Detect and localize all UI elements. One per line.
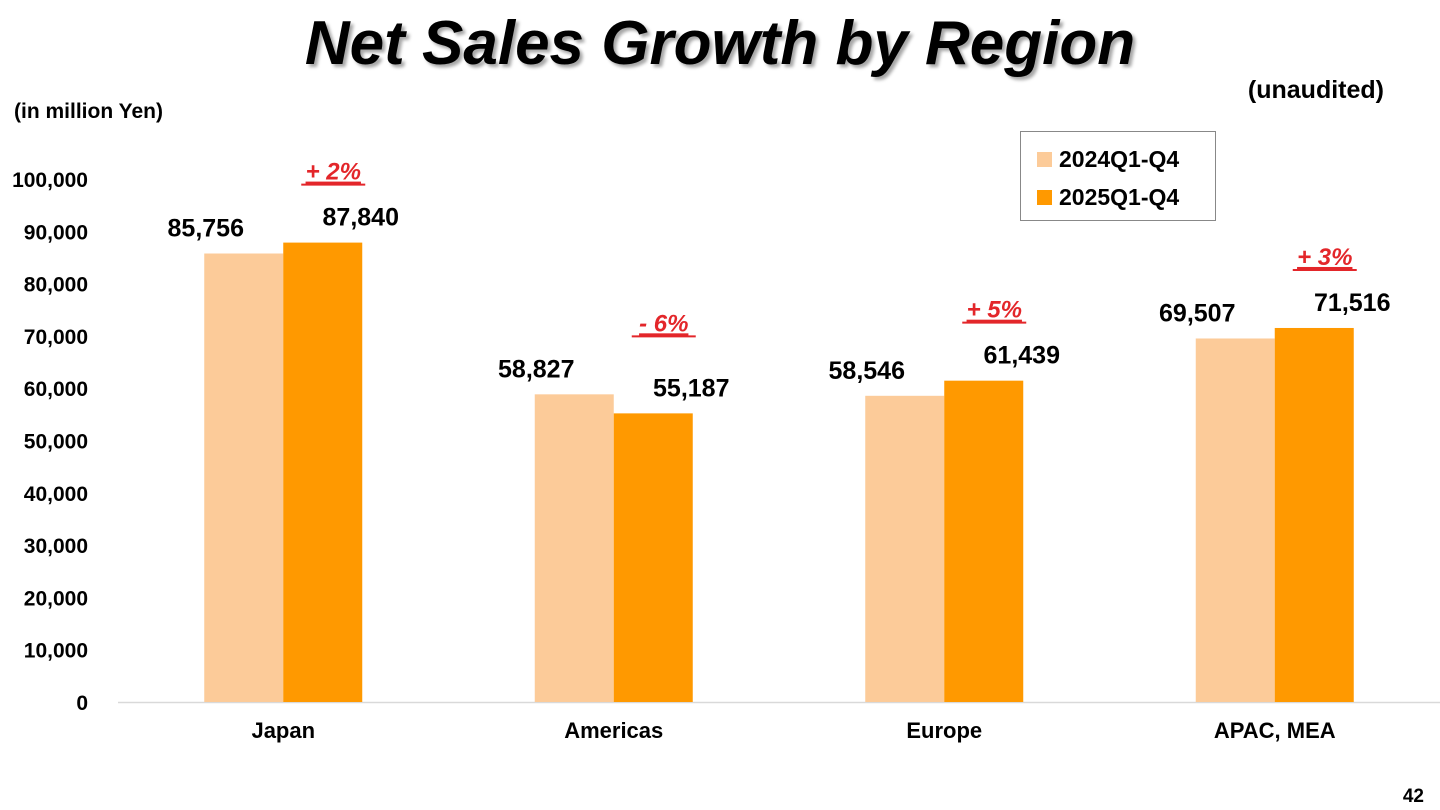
data-label: 71,516 — [1314, 289, 1390, 317]
x-tick-label: APAC, MEA — [1214, 718, 1336, 743]
x-tick-label: Europe — [906, 718, 982, 743]
growth-label: + 5% — [967, 297, 1022, 324]
legend-swatch-2025 — [1037, 189, 1052, 205]
legend-item-2024: 2024Q1-Q4 — [1037, 144, 1179, 174]
x-tick-label: Americas — [564, 718, 663, 743]
units-label: (in million Yen) — [14, 100, 163, 123]
legend-label-2025: 2025Q1-Q4 — [1059, 183, 1180, 210]
bar-2024 — [865, 395, 945, 702]
data-label: 69,507 — [1159, 299, 1235, 327]
legend-item-2025: 2025Q1-Q4 — [1037, 182, 1179, 212]
data-label: 61,439 — [984, 342, 1060, 370]
data-label: 58,546 — [829, 357, 905, 385]
unaudited-note: (unaudited) — [1247, 76, 1384, 104]
bar-2024 — [204, 253, 284, 702]
x-tick-label: Japan — [251, 718, 315, 743]
y-tick-label: 90,000 — [24, 221, 88, 244]
page-number: 42 — [1402, 786, 1424, 807]
legend-label-2024: 2024Q1-Q4 — [1059, 145, 1180, 172]
bar-2024 — [1195, 338, 1275, 702]
data-label: 58,827 — [498, 355, 574, 383]
bar-2025 — [944, 380, 1024, 702]
data-label: 85,756 — [168, 214, 244, 242]
y-tick-label: 70,000 — [24, 326, 88, 349]
growth-label: + 3% — [1297, 244, 1352, 271]
page-title: Net Sales Growth by Region — [304, 9, 1136, 78]
growth-label: - 6% — [639, 310, 688, 337]
data-label: 87,840 — [323, 204, 399, 232]
legend-swatch-2024 — [1037, 151, 1052, 167]
y-tick-label: 50,000 — [24, 431, 88, 454]
y-tick-label: 60,000 — [24, 378, 88, 401]
y-tick-label: 0 — [76, 692, 88, 715]
y-tick-label: 40,000 — [24, 483, 88, 506]
bar-2025 — [1274, 327, 1354, 702]
y-tick-label: 80,000 — [24, 274, 88, 297]
chart-legend: 2024Q1-Q4 2025Q1-Q4 — [1020, 131, 1216, 221]
y-tick-label: 30,000 — [24, 535, 88, 558]
y-tick-label: 100,000 — [12, 169, 88, 192]
bar-2025 — [283, 242, 363, 702]
growth-label: + 2% — [306, 159, 361, 186]
y-tick-label: 10,000 — [24, 640, 88, 663]
bar-2024 — [534, 394, 614, 702]
y-tick-label: 20,000 — [24, 587, 88, 610]
data-label: 55,187 — [653, 374, 729, 402]
bar-2025 — [613, 413, 693, 702]
